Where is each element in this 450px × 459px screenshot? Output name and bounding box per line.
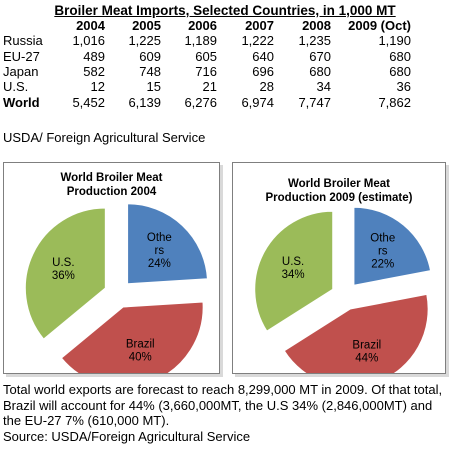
table-cell: 15	[146, 79, 161, 95]
table-cell: 680	[389, 63, 411, 79]
chart-title: World Broiler Meat Production 2009 (esti…	[233, 177, 445, 205]
imports-table: 2004 2005 2006 2007 2008 2009 (Oct) Russ…	[3, 18, 411, 110]
footer-text: Total world exports are forecast to reac…	[3, 382, 443, 428]
pie-slice-others	[127, 203, 208, 285]
table-cell: 1,222	[241, 33, 274, 49]
table-cell: 1,225	[128, 33, 161, 49]
table-cell: 748	[139, 63, 161, 79]
table-cell: 34	[316, 79, 331, 95]
footer-note: Total world exports are forecast to reac…	[3, 382, 448, 444]
table-cell: 680	[389, 48, 411, 64]
row-label: Russia	[3, 33, 43, 49]
table-cell: 680	[309, 63, 331, 79]
pie-slice-label: U.S. 34%	[282, 256, 305, 281]
pie-slice-u-s	[24, 207, 106, 340]
column-header: 2005	[132, 18, 161, 33]
chart-title-line: Production 2004	[66, 186, 157, 198]
pie-slice-u-s	[254, 210, 334, 332]
row-label: Japan	[3, 63, 39, 79]
table-cell: 6,139	[128, 94, 161, 110]
table-cell: 609	[139, 48, 161, 64]
pie-slice-brazil	[283, 293, 429, 373]
table-cell: 21	[202, 79, 217, 95]
table-cell: 670	[309, 48, 331, 64]
table-cell: 12	[90, 79, 105, 95]
chart-title-line: World Broiler Meat	[287, 178, 391, 190]
table-cell: 582	[83, 63, 105, 79]
table-cell: 28	[259, 79, 274, 95]
pie-slice-brazil	[60, 301, 204, 373]
row-label: EU-27	[3, 48, 40, 64]
table-cell: 489	[83, 48, 105, 64]
table-header-row: 2004 2005 2006 2007 2008 2009 (Oct)	[3, 18, 411, 33]
table-row-total: World 5,452 6,139 6,276 6,974 7,747 7,86…	[3, 95, 411, 110]
chart-title: World Broiler Meat Production 2004	[4, 171, 219, 199]
table-cell: 7,747	[298, 94, 331, 110]
table-row: Russia 1,016 1,225 1,189 1,222 1,235 1,1…	[3, 33, 411, 48]
table-row: EU-27 489 609 605 640 670 680	[3, 48, 411, 64]
pie-slice-label: Brazil 44%	[352, 340, 381, 365]
chart-title-line: Production 2009 (estimate)	[265, 192, 413, 204]
table-cell: 1,235	[298, 33, 331, 49]
table-cell: 1,016	[72, 33, 105, 49]
table-cell: 640	[252, 48, 274, 64]
pie-slice-label: Othe rs 24%	[147, 232, 172, 270]
pie-slice-others	[353, 206, 432, 286]
table-cell: 1,189	[184, 33, 217, 49]
table-cell: 605	[195, 48, 217, 64]
pie-chart-2009: World Broiler Meat Production 2009 (esti…	[232, 162, 446, 374]
column-header: 2008	[302, 18, 331, 33]
table-title: Broiler Meat Imports, Selected Countries…	[54, 3, 396, 18]
pie-slice-label: Brazil 40%	[126, 339, 155, 364]
table-row: U.S. 12 15 21 28 34 36	[3, 79, 411, 94]
column-header: 2009 (Oct)	[348, 18, 411, 33]
header-corner	[3, 18, 53, 33]
table-source: USDA/ Foreign Agricultural Service	[3, 130, 206, 145]
table-cell: 696	[252, 63, 274, 79]
table-cell: 6,974	[241, 94, 274, 110]
row-label: World	[3, 94, 40, 110]
pie-slice-label: Othe rs 22%	[370, 232, 395, 270]
table-cell: 7,862	[378, 94, 411, 110]
table-cell: 716	[195, 63, 217, 79]
table-cell: 1,190	[378, 33, 411, 49]
pie-svg: Othe rs 24% Brazil 40% U.S. 36%	[24, 203, 208, 373]
column-header: 2006	[188, 18, 217, 33]
column-header: 2007	[245, 18, 274, 33]
chart-title-line: World Broiler Meat	[60, 172, 163, 184]
pie-slice-label: U.S. 36%	[52, 257, 75, 282]
table-cell: 6,276	[184, 94, 217, 110]
pie-chart-2004: World Broiler Meat Production 2004 Othe r…	[3, 162, 220, 374]
pie-svg: Othe rs 22% Brazil 44% U.S. 34%	[254, 206, 432, 373]
footer-source: Source: USDA/Foreign Agricultural Servic…	[3, 428, 251, 444]
table-row: Japan 582 748 716 696 680 680	[3, 64, 411, 79]
row-label: U.S.	[3, 79, 29, 95]
table-cell: 5,452	[72, 94, 105, 110]
column-header: 2004	[76, 18, 105, 33]
table-cell: 36	[396, 79, 411, 95]
